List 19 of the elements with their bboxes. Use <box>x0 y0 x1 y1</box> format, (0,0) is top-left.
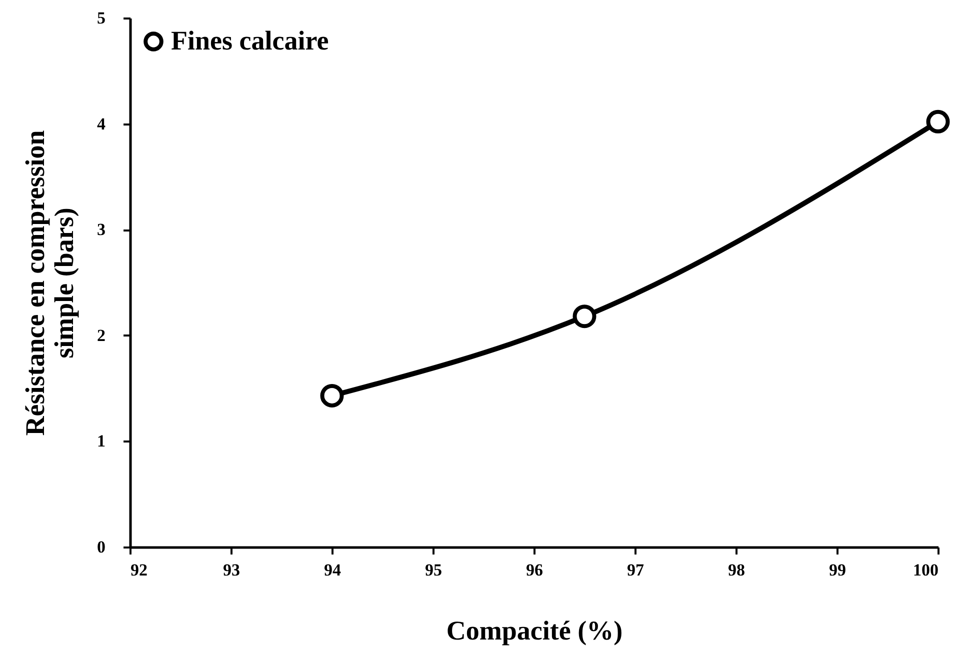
y-tick-label: 1 <box>97 432 106 451</box>
text: Résistance en compression <box>20 130 50 436</box>
x-tick-label: 94 <box>324 560 342 580</box>
y-tick-label: 0 <box>97 538 106 556</box>
x-tick-label: 97 <box>627 560 644 580</box>
x-tick-label: 98 <box>728 560 745 580</box>
x-tick-label: 99 <box>829 560 846 580</box>
y-tick-label: 5 <box>97 8 106 28</box>
x-tick-label: 92 <box>130 560 148 580</box>
text: simple (bars) <box>49 208 79 358</box>
x-tick-label: 93 <box>223 560 240 580</box>
x-axis-title: Compacité (%) <box>446 616 623 646</box>
y-tick-label: 4 <box>97 114 106 134</box>
legend-label: Fines calcaire <box>171 26 329 56</box>
x-tick-label: 100 <box>913 560 938 580</box>
x-tick-label: 96 <box>526 560 543 580</box>
y-tick-label: 3 <box>97 220 106 240</box>
y-tick-label: 2 <box>97 326 106 345</box>
x-tick-label: 95 <box>425 560 442 580</box>
